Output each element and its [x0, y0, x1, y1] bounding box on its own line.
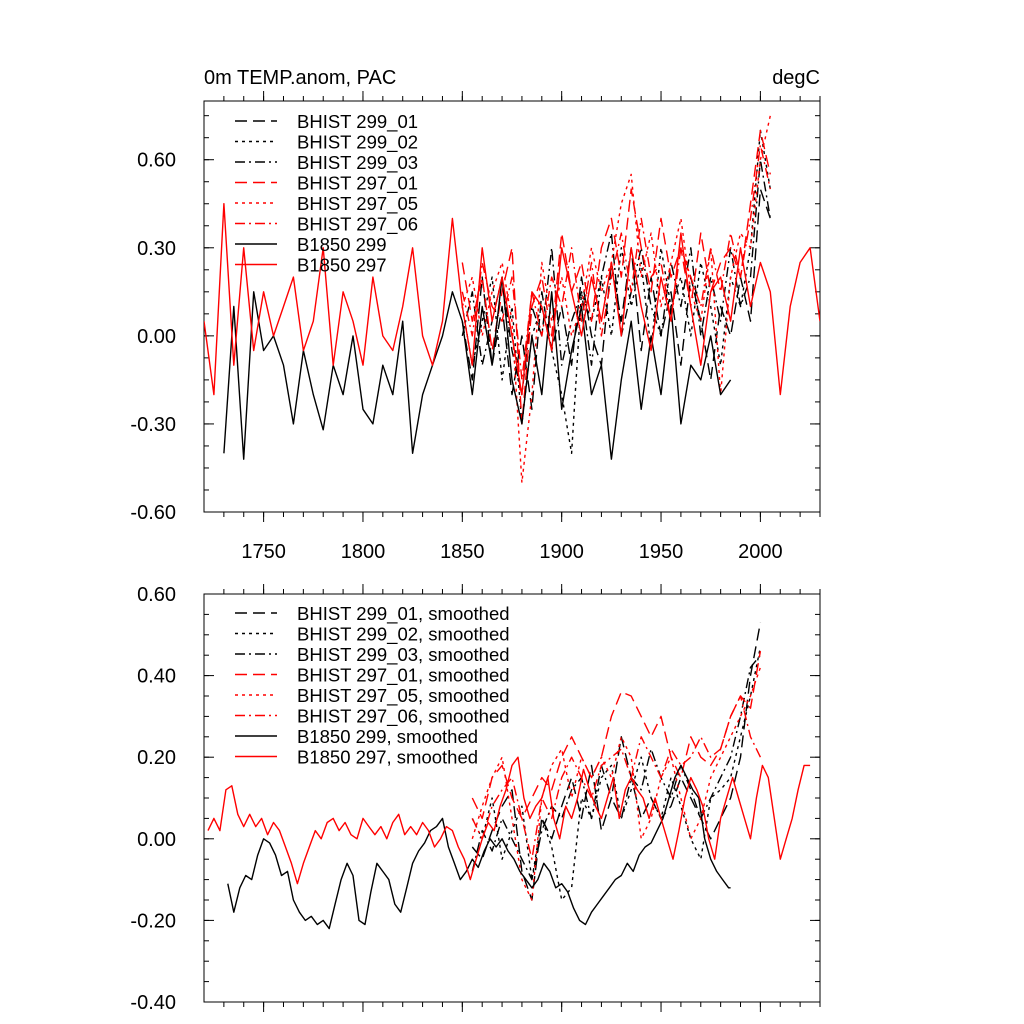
legend-label: BHIST 297_05 [297, 193, 418, 215]
plot-frame [203, 100, 821, 513]
x-tick-label: 1850 [440, 541, 485, 563]
legend-label: B1850 299 [297, 234, 387, 255]
x-tick-label: 1900 [539, 541, 584, 563]
y-tick-label: 0.30 [137, 238, 176, 260]
legend-label: BHIST 297_01 [297, 173, 418, 195]
legend-label: BHIST 297_06 [297, 214, 418, 236]
legend-label: BHIST 299_02 [297, 132, 418, 154]
series-line-bhist-299-02 [461, 129, 771, 454]
series-line-b1850-297 [204, 202, 820, 396]
x-tick-label: 2000 [738, 541, 783, 563]
series-line-b1850-299 [223, 276, 732, 460]
chart-title: 0m TEMP.anom, PAC [204, 67, 396, 89]
series-line-bhist-299-01 [461, 188, 771, 410]
series-line-bhist-299-03 [461, 158, 771, 396]
series-line-bhist-297-06 [461, 144, 771, 381]
x-tick-label: 1800 [341, 541, 386, 563]
y-tick-label: 0.00 [137, 326, 176, 348]
y-tick-label: 0.60 [137, 150, 176, 172]
x-tick-label: 1950 [639, 541, 684, 563]
x-tick-label: 1750 [241, 541, 286, 563]
y-tick-label: -0.30 [130, 414, 176, 436]
legend-label: B1850 297 [297, 255, 387, 276]
y-tick-label: -0.60 [130, 502, 176, 524]
legend-label: BHIST 299_01 [297, 111, 418, 133]
series-line-bhist-297-01 [461, 129, 771, 425]
legend-label: BHIST 299_03 [297, 152, 418, 174]
chart-units: degC [772, 67, 820, 89]
